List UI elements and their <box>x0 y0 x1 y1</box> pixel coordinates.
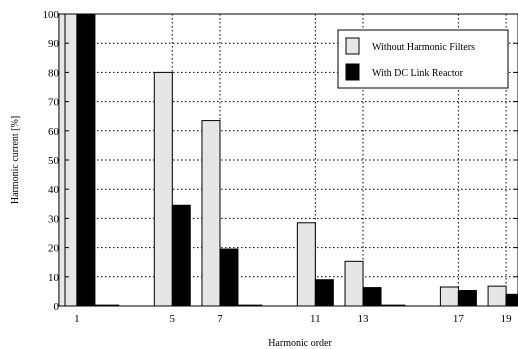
legend-label-dc-link-reactor: With DC Link Reactor <box>372 68 464 79</box>
x-tick-label: 17 <box>453 313 465 325</box>
y-tick-label: 100 <box>43 9 60 21</box>
axes <box>64 13 518 307</box>
legend-swatch-dc-link-reactor <box>345 63 360 81</box>
legend-label-without-filters: Without Harmonic Filters <box>372 42 475 53</box>
x-axis-label: Harmonic order <box>268 338 332 349</box>
y-tick-label: 70 <box>48 97 60 109</box>
bar-dc-link-reactor-h13 <box>362 287 382 307</box>
bar-without-filters-h17 <box>439 286 459 307</box>
bar-dc-link-reactor-h17 <box>457 290 477 307</box>
y-axis-label: Harmonic current [%] <box>10 116 21 204</box>
bar-dc-link-reactor-h7 <box>219 248 239 307</box>
y-tick-label: 60 <box>48 126 60 138</box>
legend: Without Harmonic Filters With DC Link Re… <box>337 29 509 89</box>
x-tick-label: 19 <box>501 313 513 325</box>
bar-dc-link-reactor-h5 <box>171 204 191 307</box>
bar-without-filters-h13 <box>344 260 364 307</box>
tick-labels: 0 10 20 30 40 50 60 70 80 90 100 1 5 7 11 13 17 19 <box>43 9 513 325</box>
bar-dc-link-reactor-h19 <box>505 293 518 307</box>
y-tick-label: 90 <box>48 38 60 50</box>
legend-box <box>337 29 509 89</box>
y-tick-label: 50 <box>48 155 60 167</box>
bar-without-filters-h19 <box>487 285 507 307</box>
plot-frame <box>64 13 518 307</box>
y-tick-label: 10 <box>48 272 60 284</box>
x-tick-label: 13 <box>358 313 370 325</box>
bar-dc-link-reactor-h11 <box>314 279 334 307</box>
bar-without-filters-h11 <box>296 222 316 307</box>
bar-dc-link-reactor-h1 <box>76 13 96 307</box>
bar-without-filters-h5 <box>153 71 173 307</box>
x-tick-label: 11 <box>310 313 321 325</box>
y-tick-label: 80 <box>48 67 60 79</box>
x-tick-label: 5 <box>170 313 176 325</box>
legend-swatch-without-filters <box>345 37 360 55</box>
y-tick-label: 20 <box>48 243 60 255</box>
y-tick-label: 40 <box>48 184 60 196</box>
y-tick-label: 0 <box>54 301 60 313</box>
x-tick-label: 7 <box>217 313 223 325</box>
y-tick-label: 30 <box>48 213 60 225</box>
bar-without-filters-h7 <box>201 120 221 307</box>
x-tick-label: 1 <box>74 313 80 325</box>
